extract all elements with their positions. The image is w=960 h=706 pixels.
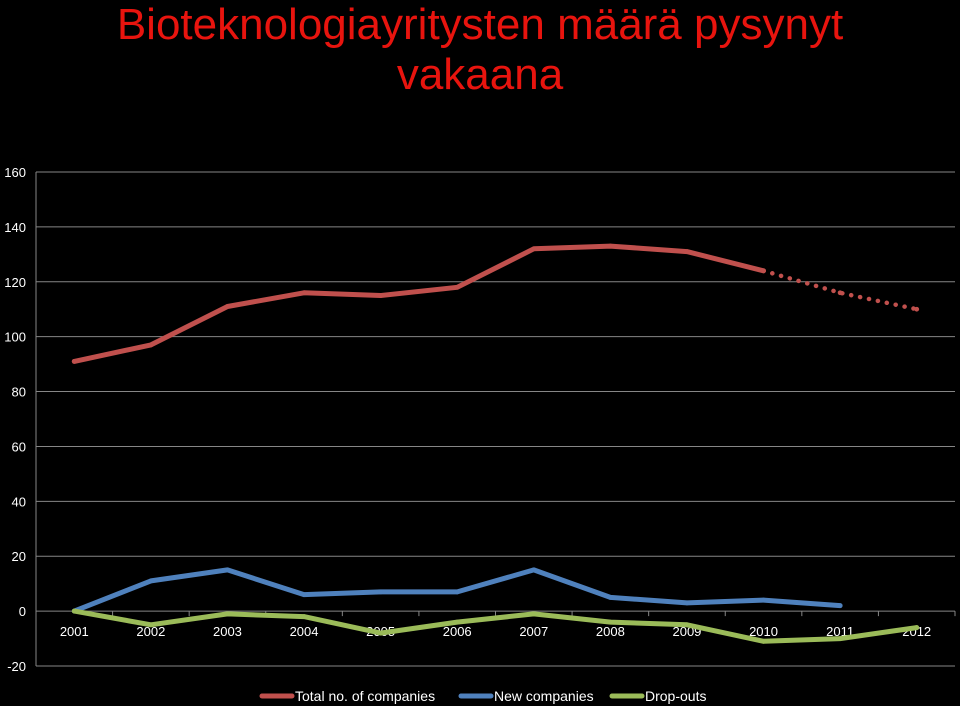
data-point-1 — [378, 589, 384, 595]
legend-label-1: New companies — [494, 688, 594, 704]
data-point-1 — [531, 567, 537, 573]
data-point-0 — [301, 290, 307, 296]
data-point-2 — [225, 611, 230, 617]
y-tick-label: 80 — [12, 385, 26, 400]
data-point-2 — [148, 622, 154, 628]
data-point-0 — [607, 243, 613, 249]
x-tick-label: 2003 — [213, 624, 242, 639]
series-lines — [71, 243, 920, 644]
data-point-2 — [531, 611, 537, 617]
legend: Total no. of companies New companies Drop-… — [259, 688, 706, 704]
data-point-1 — [837, 603, 843, 609]
y-tick-label: 20 — [12, 549, 26, 564]
data-point-0 — [71, 358, 77, 364]
data-point-2 — [761, 638, 766, 644]
series-line-0 — [71, 243, 766, 364]
data-point-1 — [607, 594, 613, 600]
data-point-2 — [837, 636, 843, 641]
data-point-1 — [761, 597, 766, 603]
title-line-1: Bioteknologiayritysten määrä pysynyt — [116, 0, 844, 49]
title-line-2: vakaana — [396, 50, 564, 99]
axes: -20 0 20 40 60 80 100 120 140 160 2001 2002 2003 2004… — [4, 165, 956, 674]
legend-label-2: Drop-outs — [645, 688, 706, 704]
data-point-0 — [914, 306, 920, 312]
data-point-0 — [837, 290, 843, 296]
data-point-0 — [761, 268, 766, 274]
data-point-0 — [148, 342, 154, 348]
data-point-0 — [225, 304, 230, 309]
x-tick-label: 2004 — [290, 624, 319, 639]
data-point-0 — [684, 249, 690, 254]
data-point-2 — [378, 630, 384, 636]
x-tick-label: 2010 — [749, 624, 778, 639]
data-point-2 — [607, 619, 613, 625]
data-point-0 — [378, 293, 384, 298]
data-point-2 — [684, 622, 690, 628]
x-tick-label: 2006 — [443, 624, 472, 639]
y-tick-label: -20 — [7, 659, 26, 674]
data-point-1 — [684, 600, 690, 606]
y-tick-label: 100 — [4, 330, 26, 345]
gridlines — [36, 171, 955, 667]
y-tick-label: 60 — [12, 439, 26, 454]
data-point-2 — [914, 625, 920, 630]
series-line-2 — [71, 608, 920, 644]
series-line-dotted-0 — [761, 268, 919, 312]
data-point-0 — [531, 246, 537, 252]
y-tick-label: 0 — [19, 604, 26, 619]
data-point-1 — [454, 589, 460, 595]
x-tick-label: 2001 — [60, 624, 89, 639]
legend-label-0: Total no. of companies — [295, 688, 435, 704]
data-point-2 — [301, 614, 307, 619]
y-tick-label: 160 — [4, 165, 26, 180]
data-point-2 — [454, 619, 460, 625]
data-point-0 — [454, 284, 460, 290]
data-point-1 — [225, 567, 230, 573]
x-tick-label: 2007 — [519, 624, 548, 639]
chart-title: Bioteknologiayritysten määrä pysynyt vak… — [0, 0, 960, 100]
x-tick-label: 2002 — [136, 624, 165, 639]
data-point-1 — [301, 592, 307, 598]
data-point-2 — [71, 608, 77, 614]
data-point-1 — [148, 578, 154, 584]
y-tick-label: 120 — [4, 275, 26, 290]
y-tick-label: 40 — [12, 494, 26, 509]
x-tick-label: 2008 — [596, 624, 625, 639]
y-tick-label: 140 — [4, 220, 26, 235]
